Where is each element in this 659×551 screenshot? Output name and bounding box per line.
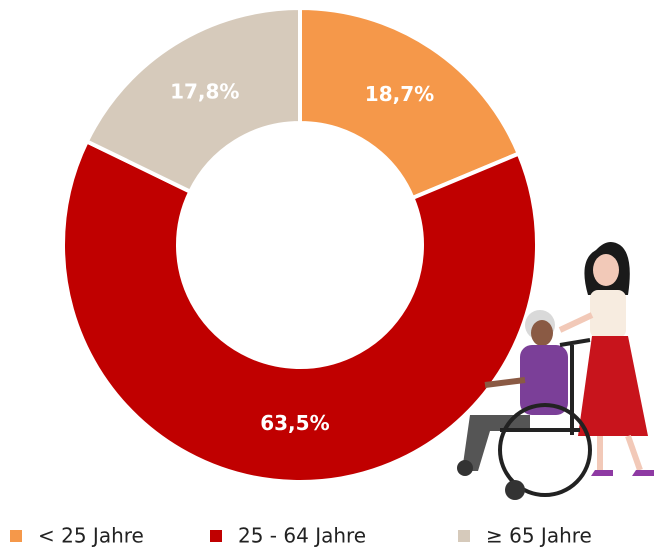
legend-label: ≥ 65 Jahre: [486, 524, 592, 548]
legend: < 25 Jahre 25 - 64 Jahre ≥ 65 Jahre: [10, 524, 592, 548]
legend-swatch: [458, 530, 470, 542]
value-label: 17,8%: [170, 79, 239, 103]
legend-label: < 25 Jahre: [38, 524, 144, 548]
chart: 18,7% 63,5% 17,8% < 25 Jahre 25 - 64 Jahre ≥…: [0, 0, 659, 551]
value-label: 18,7%: [365, 82, 434, 106]
legend-swatch: [10, 530, 22, 542]
legend-label: 25 - 64 Jahre: [238, 524, 366, 548]
donut: 18,7% 63,5% 17,8%: [63, 8, 537, 482]
legend-swatch: [210, 530, 222, 542]
value-label: 63,5%: [260, 411, 329, 435]
